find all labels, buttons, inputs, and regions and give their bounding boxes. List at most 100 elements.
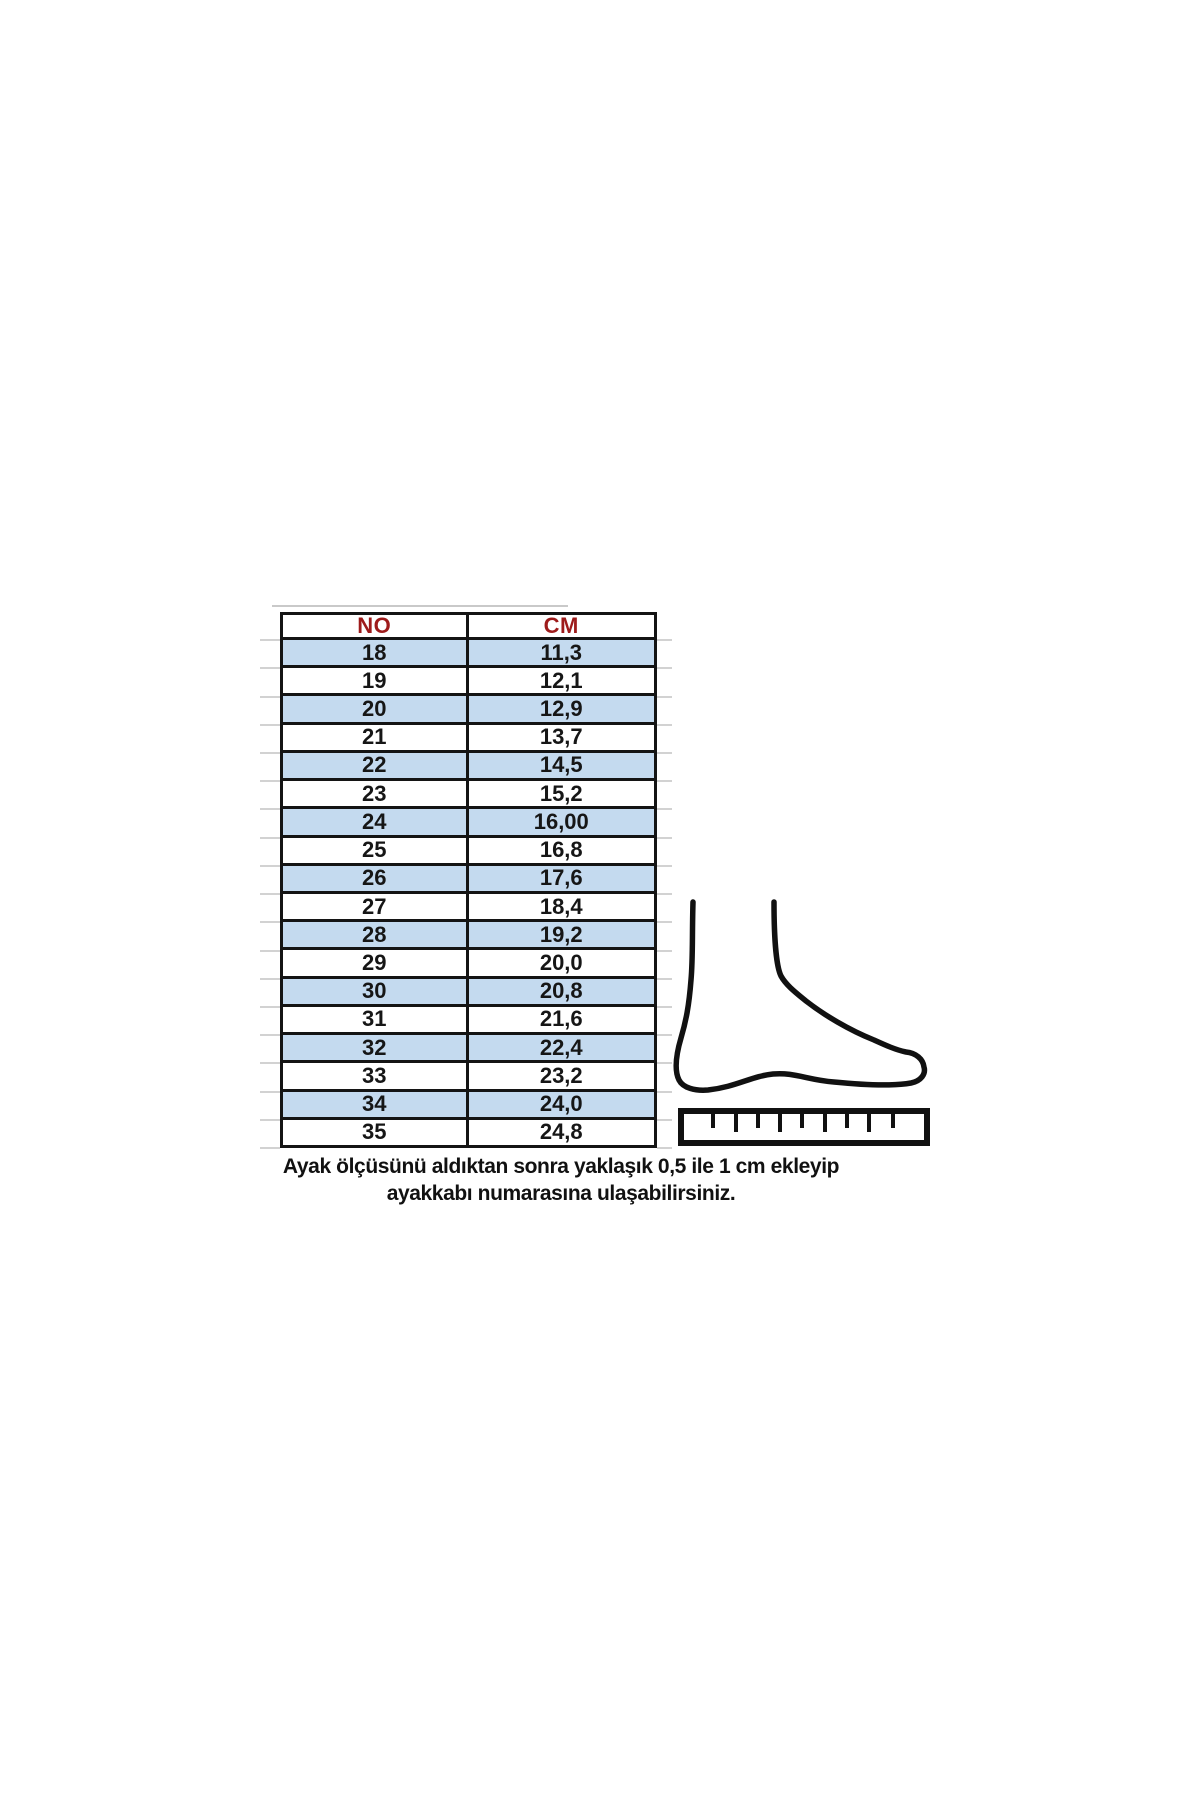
faint-gridline	[260, 950, 280, 952]
measurement-note: Ayak ölçüsünü aldıktan sonra yaklaşık 0,…	[280, 1153, 842, 1207]
size-cm-cell: 12,9	[467, 695, 656, 723]
faint-gridline	[657, 1006, 672, 1008]
size-cm-cell: 13,7	[467, 723, 656, 751]
size-no-cell: 35	[282, 1118, 468, 1146]
size-row: 27 18,4	[282, 892, 656, 920]
faint-gridline	[260, 808, 280, 810]
size-cm-cell: 23,2	[467, 1062, 656, 1090]
size-no-cell: 28	[282, 921, 468, 949]
size-cm-cell: 15,2	[467, 780, 656, 808]
size-cm-cell: 11,3	[467, 639, 656, 667]
faint-gridline	[260, 639, 280, 641]
faint-gridline	[260, 978, 280, 980]
faint-gridline	[657, 950, 672, 952]
size-row: 26 17,6	[282, 864, 656, 892]
size-cm-cell: 22,4	[467, 1034, 656, 1062]
size-cm-cell: 24,8	[467, 1118, 656, 1146]
faint-gridline	[260, 837, 280, 839]
size-row: 24 16,00	[282, 808, 656, 836]
size-row: 18 11,3	[282, 639, 656, 667]
size-row: 25 16,8	[282, 836, 656, 864]
faint-gridline	[657, 780, 672, 782]
size-cm-cell: 17,6	[467, 864, 656, 892]
size-no-cell: 31	[282, 1005, 468, 1033]
faint-gridline	[657, 1062, 672, 1064]
size-no-cell: 19	[282, 667, 468, 695]
header-row: NO CM	[282, 614, 656, 639]
size-row: 19 12,1	[282, 667, 656, 695]
faint-gridline	[260, 893, 280, 895]
size-cm-cell: 21,6	[467, 1005, 656, 1033]
size-row: 30 20,8	[282, 977, 656, 1005]
faint-gridline	[260, 921, 280, 923]
size-row: 29 20,0	[282, 949, 656, 977]
faint-gridline	[657, 978, 672, 980]
faint-gridline	[260, 1119, 280, 1121]
size-row: 33 23,2	[282, 1062, 656, 1090]
faint-gridline	[260, 865, 280, 867]
size-cm-cell: 24,0	[467, 1090, 656, 1118]
size-no-cell: 21	[282, 723, 468, 751]
note-line-1: Ayak ölçüsünü aldıktan sonra yaklaşık 0,…	[280, 1153, 842, 1180]
size-row: 34 24,0	[282, 1090, 656, 1118]
faint-gridline	[657, 893, 672, 895]
size-no-cell: 34	[282, 1090, 468, 1118]
faint-gridline	[657, 1091, 672, 1093]
faint-gridline	[657, 724, 672, 726]
size-chart-table: NO CM 18 11,3 19 12,1 20 12,9 21 13,7 22…	[280, 612, 657, 1148]
size-no-cell: 23	[282, 780, 468, 808]
size-no-cell: 27	[282, 892, 468, 920]
faint-gridline	[260, 667, 280, 669]
faint-gridline	[657, 1034, 672, 1036]
size-row: 31 21,6	[282, 1005, 656, 1033]
faint-gridline	[657, 1147, 672, 1149]
faint-gridline	[260, 1147, 280, 1149]
size-cm-cell: 19,2	[467, 921, 656, 949]
faint-gridline	[657, 752, 672, 754]
size-no-cell: 29	[282, 949, 468, 977]
size-no-cell: 22	[282, 751, 468, 779]
faint-gridline	[260, 780, 280, 782]
size-row: 35 24,8	[282, 1118, 656, 1146]
size-no-cell: 20	[282, 695, 468, 723]
size-cm-cell: 12,1	[467, 667, 656, 695]
faint-gridline	[260, 1062, 280, 1064]
size-cm-cell: 18,4	[467, 892, 656, 920]
note-line-2: ayakkabı numarasına ulaşabilirsiniz.	[280, 1180, 842, 1207]
size-cm-cell: 20,0	[467, 949, 656, 977]
size-cm-cell: 20,8	[467, 977, 656, 1005]
size-row: 21 13,7	[282, 723, 656, 751]
faint-gridline	[657, 1119, 672, 1121]
size-cm-cell: 16,00	[467, 808, 656, 836]
size-row: 32 22,4	[282, 1034, 656, 1062]
size-row: 23 15,2	[282, 780, 656, 808]
size-cm-cell: 16,8	[467, 836, 656, 864]
size-no-cell: 18	[282, 639, 468, 667]
size-no-cell: 25	[282, 836, 468, 864]
faint-gridline	[657, 837, 672, 839]
size-no-cell: 32	[282, 1034, 468, 1062]
page: NO CM 18 11,3 19 12,1 20 12,9 21 13,7 22…	[0, 0, 1200, 1800]
size-row: 28 19,2	[282, 921, 656, 949]
faint-gridline	[657, 696, 672, 698]
faint-gridline	[260, 724, 280, 726]
size-table-body: 18 11,3 19 12,1 20 12,9 21 13,7 22 14,5 …	[282, 639, 656, 1147]
faint-gridline	[657, 865, 672, 867]
foot-outline-icon	[676, 902, 924, 1090]
faint-gridline	[657, 639, 672, 641]
size-row: 22 14,5	[282, 751, 656, 779]
faint-gridline	[272, 605, 568, 607]
size-no-cell: 26	[282, 864, 468, 892]
faint-gridline	[260, 1034, 280, 1036]
faint-gridline	[657, 921, 672, 923]
faint-gridline	[260, 696, 280, 698]
size-cm-cell: 14,5	[467, 751, 656, 779]
size-row: 20 12,9	[282, 695, 656, 723]
faint-gridline	[657, 667, 672, 669]
size-no-cell: 33	[282, 1062, 468, 1090]
size-no-cell: 24	[282, 808, 468, 836]
column-header-cm: CM	[467, 614, 656, 639]
faint-gridline	[260, 1006, 280, 1008]
faint-gridline	[260, 752, 280, 754]
faint-gridline	[260, 1091, 280, 1093]
